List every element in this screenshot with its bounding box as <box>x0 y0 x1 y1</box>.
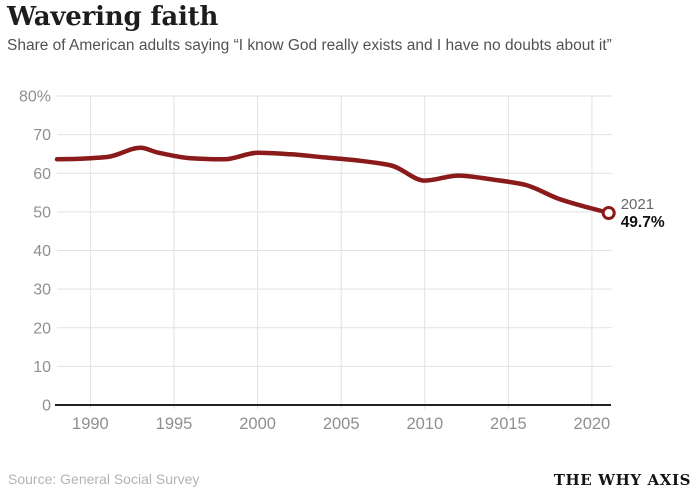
data-line <box>54 145 611 216</box>
y-tick-label: 20 <box>33 320 51 337</box>
y-tick-label: 50 <box>33 204 51 221</box>
brand-logo: THE WHY AXIS <box>553 471 691 489</box>
page-title: Wavering faith <box>7 2 219 32</box>
endpoint-year-label: 2021 <box>621 196 654 213</box>
x-tick-label: 2020 <box>574 415 611 433</box>
y-tick-label: 0 <box>42 398 51 415</box>
x-tick-label: 2010 <box>406 415 443 433</box>
endpoint-marker <box>601 206 616 220</box>
y-tick-label: 10 <box>33 359 51 376</box>
endpoint-value-label: 49.7% <box>621 214 665 231</box>
x-gridlines <box>89 96 593 409</box>
y-tick-label: 80% <box>19 89 51 106</box>
y-tick-label: 30 <box>33 282 51 299</box>
y-tick-label: 60 <box>33 166 51 183</box>
x-tick-label: 2000 <box>239 415 276 433</box>
chart-subtitle: Share of American adults saying “I know … <box>7 37 612 54</box>
y-tick-label: 40 <box>33 243 51 260</box>
x-tick-label: 1990 <box>72 415 109 433</box>
y-tick-labels: 80% 70 60 50 40 30 20 10 0 <box>19 89 51 415</box>
x-tick-labels: 1990 1995 2000 2005 2010 2015 2020 <box>72 415 610 433</box>
x-tick-label: 1995 <box>156 415 193 433</box>
x-tick-label: 2005 <box>323 415 360 433</box>
y-tick-label: 70 <box>33 127 51 144</box>
y-gridlines <box>57 95 612 367</box>
x-tick-label: 2015 <box>490 415 527 433</box>
source-note: Source: General Social Survey <box>8 471 200 487</box>
